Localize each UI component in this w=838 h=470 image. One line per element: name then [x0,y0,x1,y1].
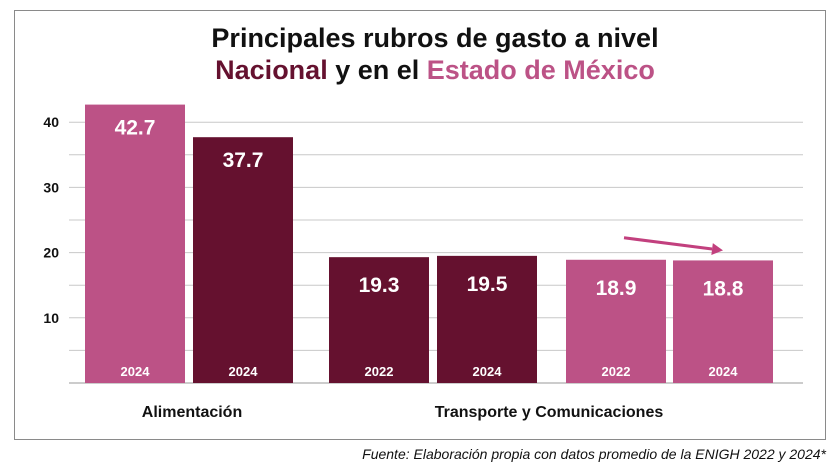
chart-title-line2: Nacional y en el Estado de México [215,55,655,85]
y-tick-label: 10 [43,310,59,326]
gridlines [69,121,803,384]
arrow-shaft [623,236,713,251]
y-tick-label: 40 [43,114,59,130]
group-label: Transporte y Comunicaciones [435,404,664,421]
title-estado: Estado de México [427,55,655,85]
y-axis-ticks: 10 20 30 40 [43,114,59,326]
bar-value-label: 37.7 [223,149,264,172]
y-tick-label: 20 [43,245,59,261]
group-labels: Alimentación Transporte y Comunicaciones [142,404,664,421]
bar-value-label: 18.9 [596,277,637,300]
bar-year-label: 2024 [121,364,151,379]
title-nacional: Nacional [215,55,328,85]
bar-year-label: 2024 [473,364,503,379]
arrow-head [711,243,723,255]
bar-year-label: 2022 [602,364,631,379]
bar [673,260,773,383]
group-label: Alimentación [142,404,242,421]
title-connector: y en el [328,55,427,85]
bar-year-label: 2024 [229,364,259,379]
bar-value-label: 19.3 [359,274,400,297]
chart-title-line1: Principales rubros de gasto a nivel [211,23,658,53]
bar-chart: Principales rubros de gasto a nivel Naci… [43,23,803,421]
bar-value-label: 18.8 [703,277,744,300]
bar-value-label: 19.5 [467,273,508,296]
bar [329,257,429,383]
bar-year-label: 2024 [709,364,739,379]
bar [437,255,537,383]
bar-value-label: 42.7 [115,117,156,140]
bar-year-label: 2022 [365,364,394,379]
y-tick-label: 30 [43,179,59,195]
bars: 42.7 2024 37.7 2024 19.3 2022 19.5 2024 18.9 2022… [85,104,773,383]
chart-card: Principales rubros de gasto a nivel Naci… [14,10,826,440]
bar [193,137,293,383]
decrease-arrow [623,236,723,255]
source-footnote: Fuente: Elaboración propia con datos pro… [362,446,826,462]
bar [566,259,666,383]
bar [85,104,185,383]
